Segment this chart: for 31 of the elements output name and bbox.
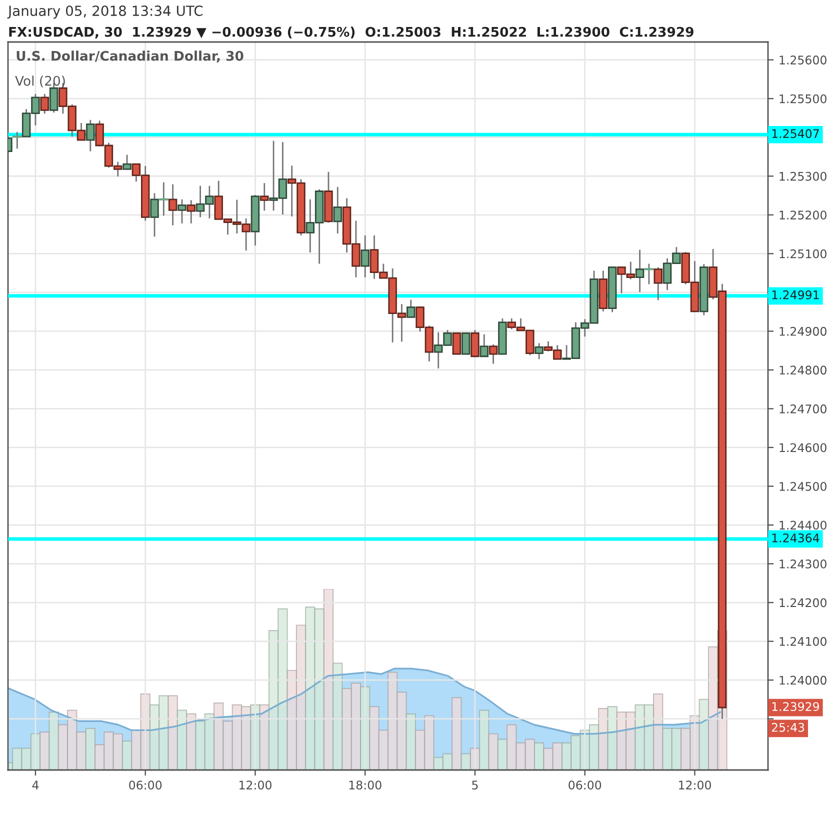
text: 1.23929 [772, 702, 820, 712]
x-tick-label: 18:00 [349, 780, 382, 790]
y-tick-label: 1.24000 [780, 676, 826, 685]
y-tick-label: 1.25100 [780, 249, 826, 258]
y-tick-label: 1.25200 [780, 210, 826, 220]
x-tick-label: 06:00 [129, 780, 162, 790]
y-tick-label: 1.24100 [780, 637, 826, 646]
text: U.S. Dollar/Canadian Dollar, 30 [16, 50, 244, 63]
y-tick-label: 1.25300 [780, 172, 826, 181]
y-tick-label: 1.24400 [780, 520, 826, 530]
ref-line-label: 1.24364 [772, 533, 820, 542]
text: January 05, 2018 13:34 UTC [7, 6, 203, 19]
y-tick-label: 1.25500 [780, 94, 826, 104]
chart-title: Vol (20) [15, 76, 65, 88]
y-tick-label: 1.24600 [780, 443, 826, 452]
y-tick-label: 1.24700 [780, 404, 826, 414]
y-tick-label: 1.24500 [780, 482, 826, 491]
text: 25:43 [772, 722, 804, 732]
chart-title: FX:USDCAD, 30 1.23929 ▼ −0.00936 (−0.75%) O:1.25003 H:1.25022 L:1.23900 C:1.23929 [9, 26, 694, 39]
x-tick-label: 06:00 [568, 780, 602, 790]
y-tick-label: 1.24800 [780, 366, 826, 375]
y-tick-label: 1.25600 [780, 56, 826, 64]
x-tick-label: 12:00 [679, 780, 711, 790]
y-tick-label: 1.24200 [780, 598, 826, 608]
x-tick-label: 4 [32, 780, 39, 790]
ref-line-label: 1.24991 [772, 290, 819, 300]
x-tick-label: 12:00 [240, 780, 272, 790]
x-tick-label: 5 [472, 780, 478, 790]
y-tick-label: 1.24300 [780, 559, 826, 568]
y-tick-label: 1.24900 [780, 326, 826, 336]
ref-line-label: 1.25407 [772, 129, 819, 138]
